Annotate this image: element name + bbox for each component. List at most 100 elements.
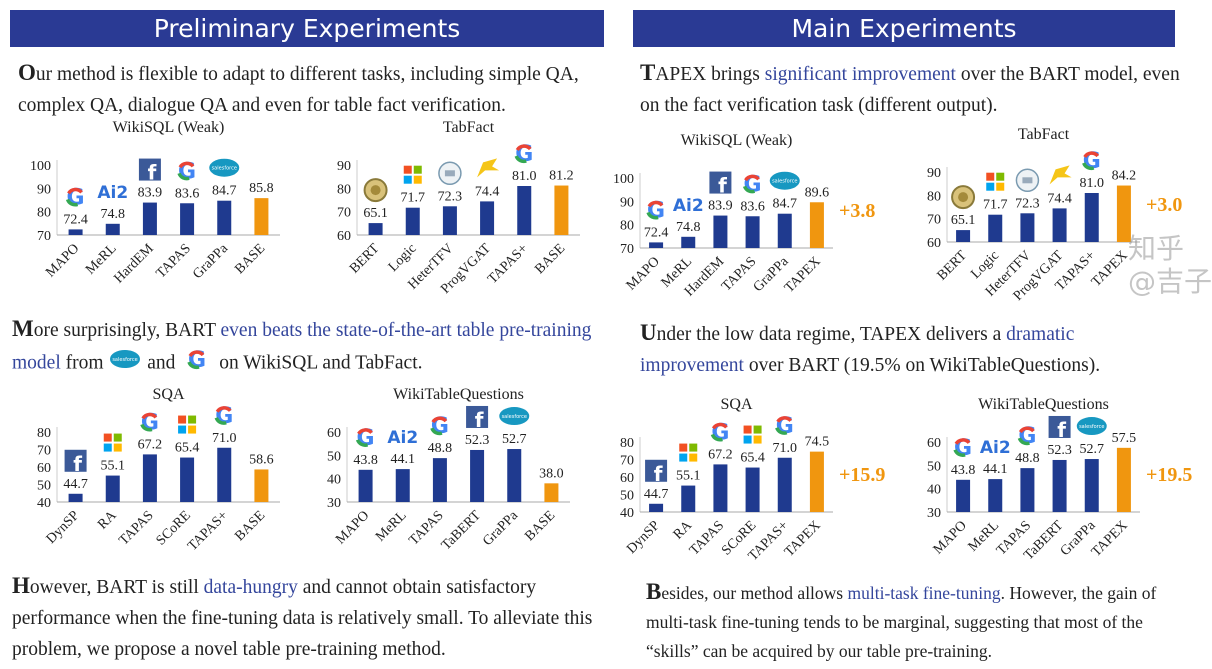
bar: [745, 467, 760, 512]
data-label: 48.8: [1015, 451, 1039, 466]
bar: [1084, 193, 1099, 242]
seal-icon: [951, 185, 976, 210]
y-tick-label: 40: [327, 473, 341, 488]
y-tick-label: 40: [620, 506, 634, 521]
x-tick-label: MAPO: [931, 518, 970, 557]
data-label: 72.3: [1015, 196, 1039, 211]
y-tick-label: 70: [37, 444, 51, 459]
x-tick-label: TAPAS+: [485, 241, 531, 287]
chart-title: SQA: [152, 386, 184, 403]
y-tick-label: 80: [620, 436, 634, 451]
data-label: 57.5: [1112, 431, 1137, 446]
bar: [713, 464, 728, 512]
google-icon: G: [430, 414, 449, 439]
x-tick-label: TAPAS: [116, 508, 156, 548]
data-label: 52.3: [465, 433, 490, 448]
bar: [105, 223, 120, 235]
bar: [405, 207, 420, 235]
google-icon: G: [742, 172, 762, 197]
svg-text:f: f: [73, 452, 82, 476]
google-icon: G: [140, 410, 159, 435]
y-tick-label: 70: [37, 229, 51, 244]
left-paragraph-1: Our method is flexible to adapt to diffe…: [18, 57, 608, 121]
salesforce-icon: salesforce: [769, 171, 800, 190]
y-tick-label: 90: [620, 195, 634, 210]
highlighted-text: significant improvement: [764, 64, 956, 85]
left-paragraph-2: More surprisingly, BART even beats the s…: [12, 313, 607, 382]
x-tick-label: GraPPa: [190, 241, 231, 282]
svg-text:salesforce: salesforce: [113, 357, 138, 363]
right-header: Main Experiments: [633, 10, 1175, 47]
svg-text:salesforce: salesforce: [772, 179, 797, 185]
x-tick-label: HardEM: [111, 241, 157, 287]
text-segment: . However, the gain of multi-task fine-t…: [646, 583, 1157, 661]
data-label: 44.1: [391, 452, 416, 467]
y-tick-label: 100: [30, 159, 51, 174]
drop-cap: B: [646, 579, 662, 604]
svg-text:Ai2: Ai2: [97, 183, 128, 203]
data-label: 52.3: [1047, 443, 1072, 458]
y-tick-label: 40: [37, 496, 51, 511]
bar: [517, 186, 532, 235]
svg-text:f: f: [475, 408, 484, 432]
salesforce-icon: salesforce: [1076, 417, 1107, 436]
y-tick-label: 70: [337, 206, 351, 221]
watermark: 知乎 @吉子: [1128, 232, 1212, 298]
chart-sqa-main: SQA 40 50 60 70 80 44.7f DynSP 55.1 RA 67.2 G TAPAS 6…: [620, 396, 885, 564]
bar: [554, 185, 569, 235]
chart-tabfact-prelim: TabFact6070809065.1BERT71.7Logic72.3Hete…: [337, 119, 580, 297]
data-label: 83.9: [708, 199, 733, 214]
google-icon: G: [775, 414, 794, 439]
microsoft-icon: [403, 165, 422, 184]
y-tick-label: 90: [337, 159, 351, 174]
bar: [1052, 459, 1067, 512]
chart-title: WikiTableQuestions: [393, 386, 524, 403]
x-tick-label: TAPEX: [782, 254, 824, 296]
bar: [142, 454, 157, 502]
bar: [432, 458, 447, 502]
x-tick-label: BASE: [532, 241, 568, 277]
bar: [217, 200, 232, 235]
data-label: 74.8: [101, 207, 126, 222]
svg-text:f: f: [1057, 418, 1066, 442]
x-tick-label: TAPEX: [1089, 518, 1131, 560]
text-segment: APEX brings: [655, 64, 765, 85]
bar: [649, 242, 664, 248]
data-label: 65.4: [740, 451, 765, 466]
highlighted-text: data-hungry: [203, 577, 298, 598]
data-label: 71.7: [983, 198, 1008, 213]
data-label: 85.8: [249, 181, 274, 196]
x-tick-label: BERT: [347, 241, 383, 277]
bar: [142, 202, 157, 235]
y-tick-label: 60: [337, 229, 351, 244]
data-label: 65.1: [951, 213, 976, 228]
google-icon: G: [646, 198, 665, 223]
data-label: 72.4: [644, 225, 669, 240]
bar: [681, 485, 696, 512]
bar: [217, 447, 232, 502]
data-label: 74.8: [676, 220, 701, 235]
highlighted-text: even beats the state-of-the-art table pr…: [12, 320, 592, 374]
y-tick-label: 80: [927, 189, 941, 204]
google-icon: G: [180, 346, 214, 382]
bar: [480, 201, 495, 235]
data-label: 83.6: [740, 199, 765, 214]
bar: [956, 479, 971, 512]
facebook-icon: f: [709, 171, 732, 198]
y-tick-label: 40: [927, 483, 941, 498]
text-segment: ore surprisingly, BART: [33, 320, 221, 341]
text-segment: and cannot obtain satisfactory performan…: [12, 577, 593, 660]
svg-text:f: f: [654, 462, 663, 486]
y-tick-label: 70: [927, 213, 941, 228]
bar: [777, 213, 792, 248]
gain-label: +19.5: [1146, 464, 1192, 486]
x-tick-label: RA: [671, 518, 696, 543]
bar: [470, 449, 485, 502]
right-paragraph-3: Besides, our method allows multi-task fi…: [646, 577, 1186, 666]
chart-title: TabFact: [443, 119, 495, 136]
chart-title: WikiSQL (Weak): [113, 119, 225, 136]
gain-label: +15.9: [839, 464, 885, 486]
google-icon: G: [953, 436, 972, 461]
data-label: 84.7: [773, 197, 798, 212]
microsoft-icon: [178, 415, 197, 434]
